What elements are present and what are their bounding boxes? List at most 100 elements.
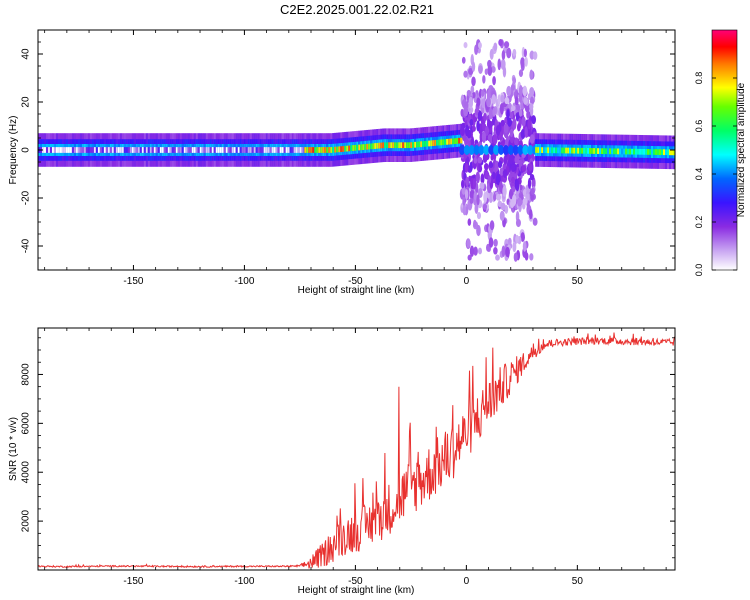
spectrogram-cell <box>575 147 578 154</box>
spectrogram-cell <box>414 141 417 148</box>
spectrogram-cell <box>390 142 393 149</box>
spectrogram-cell <box>243 147 246 153</box>
spectrogram-cell <box>350 145 353 152</box>
spectrogram-cell <box>207 147 210 153</box>
spectrogram-cell <box>621 148 624 155</box>
spectrogram-cell <box>71 147 75 153</box>
spectrogram-cell <box>537 147 540 153</box>
spectrogram-cell <box>497 145 504 155</box>
spectrogram-cell <box>476 194 480 206</box>
spectrogram-cell <box>476 211 482 220</box>
spectrogram-cell <box>283 147 286 153</box>
spectrogram-cell <box>497 58 502 71</box>
spectrogram-cell <box>523 97 529 105</box>
spectrogram-cell <box>472 178 477 190</box>
spectrogram-cell <box>366 143 369 150</box>
spectrogram-cell <box>484 125 489 137</box>
spectrogram-cell <box>500 94 505 104</box>
spectrogram-cell <box>613 148 616 155</box>
spectrogram-cell <box>464 189 469 200</box>
spectrogram-cell <box>203 147 206 153</box>
spectrogram-cell <box>601 148 604 155</box>
spectrogram-cell <box>595 148 598 154</box>
snr-x-tick-label: -100 <box>234 576 254 587</box>
spectrogram-cell <box>502 169 508 178</box>
spectrogram-cell <box>645 149 648 155</box>
spectrogram-cell <box>529 134 535 144</box>
spectrogram-cell <box>500 202 506 211</box>
spectrogram-cell <box>468 145 475 155</box>
spectrogram-cell <box>151 147 155 153</box>
spectrogram-cell <box>522 241 527 252</box>
spectrogram-cell <box>482 203 488 210</box>
spectrogram-cell <box>219 147 222 153</box>
spectrogram-cell <box>521 165 527 172</box>
spectrogram-cell <box>199 147 203 153</box>
spectrogram-cell <box>330 147 333 153</box>
spectrogram-cell <box>487 64 493 76</box>
spectrogram-cell <box>308 147 311 153</box>
spectrogram-cell <box>515 218 521 228</box>
spectrogram-cell <box>73 147 77 153</box>
spectrogram-cell <box>67 147 71 153</box>
spectrogram-cell <box>460 125 465 137</box>
spectrogram-cell <box>466 238 471 249</box>
spectrogram-cell <box>109 147 113 153</box>
spectrogram-cell <box>267 147 270 153</box>
spectrogram-cell <box>491 65 496 73</box>
spectrogram-cell <box>499 210 505 221</box>
spectrogram-cell <box>529 103 534 110</box>
spectrogram-cell <box>442 139 445 146</box>
spectrogram-cell <box>531 115 537 125</box>
spectrogram-cell <box>477 110 483 121</box>
spectrogram-cell <box>473 157 478 164</box>
spectrogram-cell <box>211 147 214 153</box>
spectrogram-cell <box>467 218 472 226</box>
spectrogram-cell <box>481 98 486 109</box>
spectrogram-cell <box>213 147 216 153</box>
spectrogram-cell <box>241 147 244 153</box>
spectrogram-cell <box>119 147 123 153</box>
spectrogram-cell <box>101 147 105 153</box>
spectrogram-cell <box>392 142 395 149</box>
spectrogram-cell <box>478 65 483 74</box>
spectrogram-cell <box>509 154 513 165</box>
spectrogram-cell <box>502 66 507 78</box>
spectrogram-cell <box>404 142 407 149</box>
spectrogram-cell <box>57 147 61 153</box>
spectrogram-cell <box>506 47 512 59</box>
spectrogram-y-tick-label: -40 <box>21 238 32 253</box>
spectrogram-cell <box>356 144 359 151</box>
spectrogram-cell <box>466 89 472 97</box>
spectrogram-cell <box>507 145 514 155</box>
spectrogram-cell <box>493 238 498 247</box>
spectrogram-cell <box>416 141 419 148</box>
spectrogram-cell <box>526 110 530 119</box>
spectrogram-cell <box>47 147 51 153</box>
spectrogram-cell <box>567 147 570 154</box>
spectrogram-cell <box>463 70 468 78</box>
spectrogram-cell <box>424 140 427 147</box>
spectrogram-cell <box>291 147 294 153</box>
spectrogram-cell <box>43 147 47 153</box>
spectrogram-cell <box>193 147 197 153</box>
spectrogram-cell <box>376 142 379 149</box>
spectrogram-cell <box>83 147 87 153</box>
spectrogram-cell <box>510 84 516 91</box>
spectrogram-cell <box>89 147 93 153</box>
spectrogram-cell <box>655 149 658 155</box>
spectrogram-cell <box>483 191 488 203</box>
spectrogram-cell <box>520 57 525 68</box>
spectrogram-cell <box>492 107 496 117</box>
spectrogram-cell <box>498 180 503 193</box>
spectrogram-cell <box>635 148 638 155</box>
spectrogram-cell <box>163 147 167 153</box>
spectrogram-cell <box>261 147 264 153</box>
spectrogram-cell <box>209 147 212 153</box>
spectrogram-cell <box>249 147 252 153</box>
spectrogram-cell <box>489 220 495 231</box>
spectrogram-cell <box>461 56 466 64</box>
spectrogram-cell <box>61 147 65 153</box>
spectrogram-cell <box>177 147 181 153</box>
spectrogram-cell <box>129 147 133 153</box>
